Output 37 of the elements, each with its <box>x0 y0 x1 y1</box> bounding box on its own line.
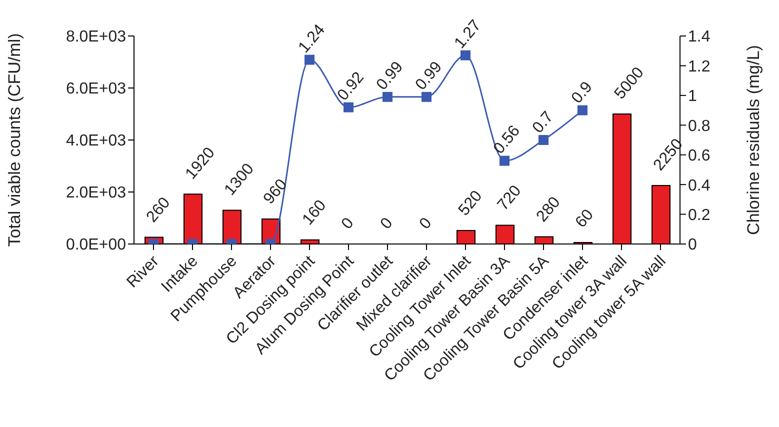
y2-tick-label: 0.2 <box>688 206 710 224</box>
point <box>500 156 510 166</box>
y-tick-label: 8.0E+03 <box>66 28 126 46</box>
y2-tick-label: 1.4 <box>688 28 710 46</box>
y-axis-title: Total viable counts (CFU/ml) <box>5 33 24 247</box>
data-label: 520 <box>456 188 486 220</box>
y-tick-label: 6.0E+03 <box>66 80 126 98</box>
y-tick-label: 2.0E+03 <box>66 184 126 202</box>
data-label: 0.99 <box>374 58 407 94</box>
data-label: 720 <box>494 182 525 214</box>
y2-tick-label: 0.4 <box>688 177 710 194</box>
point <box>460 50 470 60</box>
data-label: 960 <box>260 176 291 208</box>
data-label: 0.99 <box>412 58 446 94</box>
y2-tick-label: 0.6 <box>688 148 710 165</box>
data-label: 260 <box>144 194 174 226</box>
y2-tick-label: 1 <box>688 88 697 106</box>
data-label: 0 <box>378 214 396 233</box>
data-label: 0.9 <box>568 78 596 107</box>
point <box>344 102 354 112</box>
point <box>304 54 314 65</box>
y2-axis-title: Chlorine residuals (mg/L) <box>744 45 764 235</box>
data-label: 0.7 <box>530 108 557 137</box>
point <box>382 92 392 102</box>
point <box>538 135 548 145</box>
y2-tick-label: 0.8 <box>688 118 710 135</box>
data-label: 60 <box>572 206 598 232</box>
point <box>422 92 432 102</box>
y2-tick-label: 0 <box>688 236 697 254</box>
data-label: 0 <box>416 214 436 233</box>
y-tick-label: 0.0E+00 <box>66 236 126 254</box>
data-label: 0 <box>338 214 358 233</box>
data-label: 280 <box>534 194 564 226</box>
y2-tick-label: 1.2 <box>688 58 710 76</box>
y-tick-label: 4.0E+03 <box>66 132 126 150</box>
point <box>578 105 588 116</box>
data-label: 160 <box>300 196 330 228</box>
